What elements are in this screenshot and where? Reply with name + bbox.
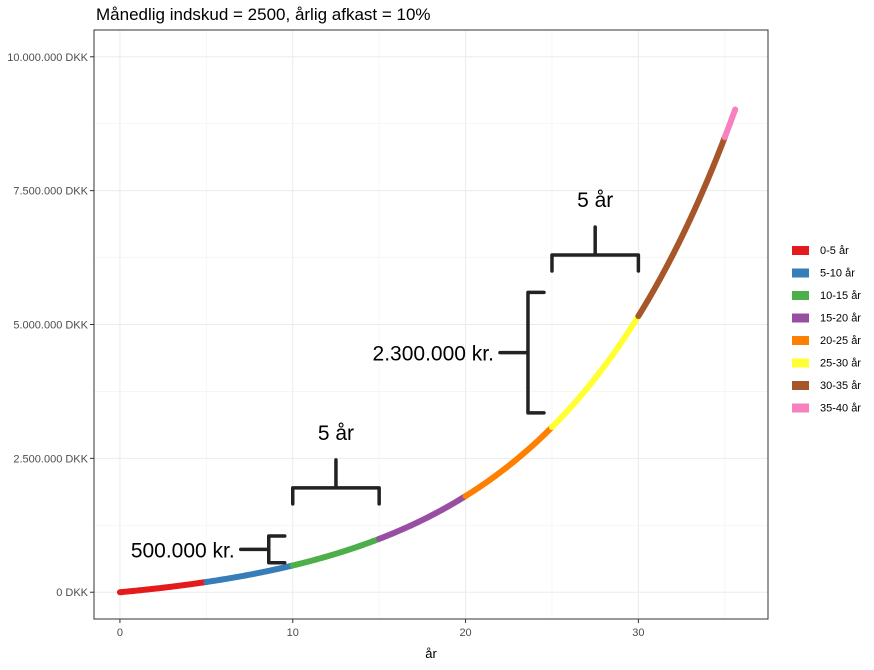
bracket [498,290,546,415]
legend-label: 15-20 år [820,313,861,325]
y-tick-label: 0 DKK [56,587,88,599]
legend-swatch [792,358,809,368]
legend-swatch [792,381,809,390]
legend-label: 35-40 år [820,403,861,415]
legend-label: 10-15 år [820,290,861,302]
x-tick-label: 0 [117,627,123,639]
legend-swatch [792,336,809,345]
legend-swatch [792,246,809,255]
legend-swatch [792,291,809,300]
legend-swatch [792,313,809,323]
y-tick-label: 7.500.000 DKK [13,186,88,198]
y-tick-label: 10.000.000 DKK [7,52,88,64]
annotation-label: 5 år [318,422,354,445]
series-line [635,134,728,320]
series-line [548,313,642,431]
series-line [376,493,469,542]
series-line [116,578,210,596]
bracket [238,534,287,565]
legend-swatch [792,403,809,413]
legend-label: 25-30 år [820,358,861,370]
bracket [290,458,381,506]
x-axis-title: år [425,646,437,661]
series-layer [116,106,739,596]
series-line [203,562,296,585]
x-tick-label: 10 [287,627,299,639]
annotation-label: 5 år [577,189,613,212]
annotation-label: 500.000 kr. [131,539,235,562]
legend-label: 5-10 år [820,268,855,280]
legend-swatch [792,268,809,278]
bracket [550,225,641,273]
x-axis: 0 10 20 30 [117,619,645,639]
legend-label: 0-5 år [820,245,849,257]
x-tick-label: 20 [459,627,471,639]
legend-label: 30-35 år [820,380,861,392]
y-tick-label: 5.000.000 DKK [13,320,88,332]
annotation-label: 2.300.000 kr. [373,343,494,366]
series-line [289,535,383,569]
series-line [721,106,739,141]
grid [94,30,768,619]
annotation-layer: 500.000 kr. 5 år 2.300.000 kr. 5 år [131,189,641,565]
legend: 0-5 år 5-10 år 10-15 år 15-20 år 20-25 år 25-… [792,245,861,415]
chart-title: Månedlig indskud = 2500, årlig afkast = … [96,5,431,24]
legend-label: 20-25 år [820,335,861,347]
y-tick-label: 2.500.000 DKK [13,453,88,465]
series-line [462,424,555,500]
x-tick-label: 30 [632,627,644,639]
y-axis: 0 DKK 2.500.000 DKK 5.000.000 DKK 7.500.000… [7,52,94,599]
